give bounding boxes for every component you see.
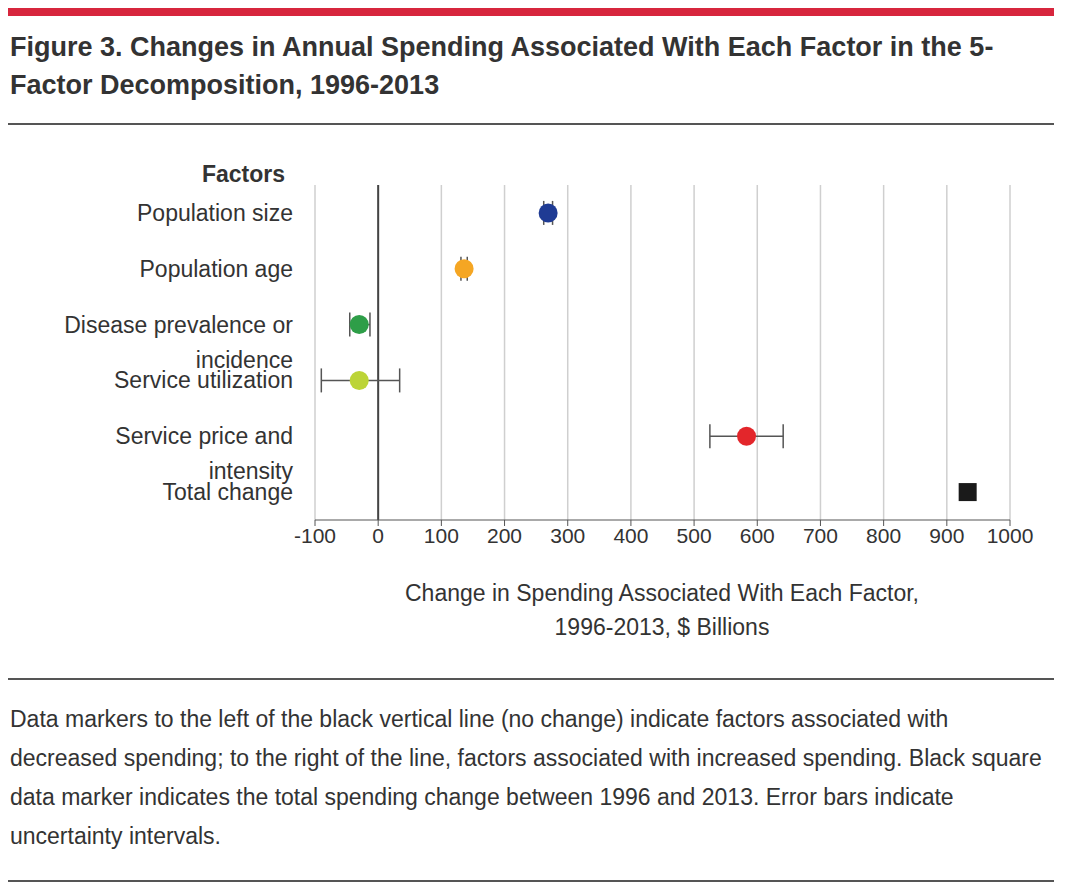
- svg-text:800: 800: [866, 524, 901, 547]
- svg-text:Population size: Population size: [137, 200, 293, 226]
- svg-text:100: 100: [424, 524, 459, 547]
- svg-text:Total change: Total change: [163, 479, 293, 505]
- svg-text:1000: 1000: [987, 524, 1034, 547]
- html-text:Figure 3. Changes in Annual Sp: Figure 3. Changes in Annual Spending Ass…: [10, 32, 994, 100]
- html-text:Data markers to the left of th: Data markers to the left of the black ve…: [10, 706, 1042, 849]
- svg-text:-100: -100: [294, 524, 336, 547]
- svg-text:Population age: Population age: [140, 256, 293, 282]
- svg-text:500: 500: [677, 524, 712, 547]
- html-text:Change in Spending Associated: Change in Spending Associated With Each …: [405, 580, 919, 640]
- svg-text:Service utilization: Service utilization: [114, 367, 293, 393]
- svg-text:400: 400: [613, 524, 648, 547]
- html-text:Factors: Factors: [201, 161, 285, 187]
- svg-text:700: 700: [803, 524, 838, 547]
- svg-text:600: 600: [740, 524, 775, 547]
- svg-text:0: 0: [372, 524, 384, 547]
- svg-text:900: 900: [929, 524, 964, 547]
- svg-text:300: 300: [550, 524, 585, 547]
- svg-text:Disease prevalence orincidence: Disease prevalence orincidence: [64, 312, 293, 373]
- svg-text:200: 200: [487, 524, 522, 547]
- svg-text:Service price andintensity: Service price andintensity: [115, 423, 293, 484]
